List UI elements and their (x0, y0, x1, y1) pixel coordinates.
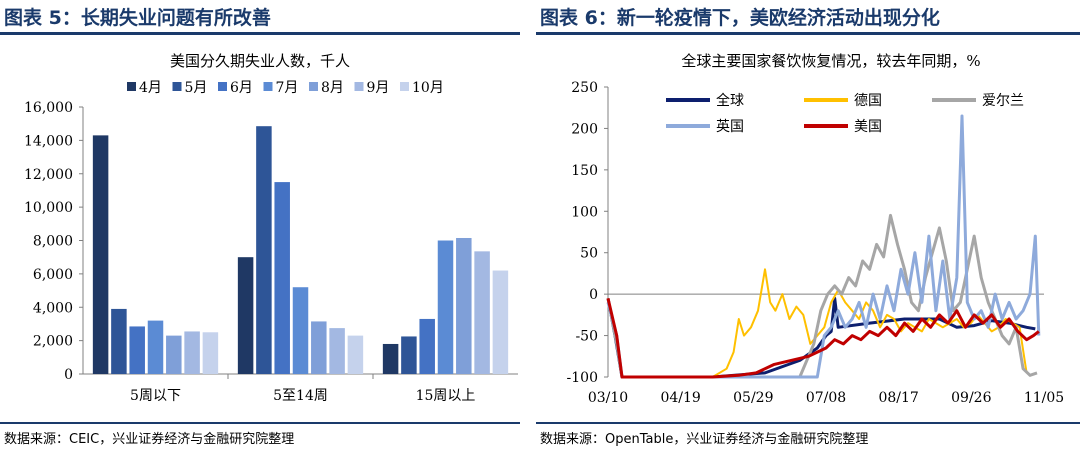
y-tick-label: 10,000 (24, 200, 73, 216)
series-line (607, 268, 1028, 378)
x-tick-label: 07/08 (806, 390, 846, 406)
bar (147, 320, 164, 374)
bar (329, 328, 345, 374)
bar (237, 257, 254, 374)
y-tick-label: 200 (571, 121, 598, 137)
bar (184, 331, 200, 374)
x-tick-label: 03/10 (588, 390, 628, 406)
y-tick-label: 14,000 (24, 133, 73, 149)
x-axis: 03/10 04/19 05/29 07/08 08/17 09/26 11/05 (588, 390, 1064, 406)
y-tick-label: -50 (575, 329, 598, 345)
x-tick-label: 04/19 (660, 390, 700, 406)
chart-title: 美国分久期失业人数，千人 (170, 52, 350, 70)
y-axis: -100 -50 0 50 100 150 200 250 (567, 80, 1044, 386)
footer-divider (0, 422, 520, 424)
legend-label: 德国 (854, 93, 882, 109)
chart-title: 全球主要国家餐饮恢复情况，较去年同期，% (681, 52, 980, 70)
header-divider (536, 32, 1080, 35)
bar (292, 287, 309, 374)
x-tick-label: 15周以上 (416, 388, 476, 404)
bar (92, 135, 109, 374)
bar (347, 335, 364, 374)
legend-label: 6月 (230, 80, 253, 96)
line-chart: 全球主要国家餐饮恢复情况，较去年同期，% -100 -50 0 50 100 150 200… (567, 52, 1065, 406)
bar (111, 308, 127, 374)
y-tick-label: 4,000 (33, 300, 73, 316)
y-tick-label: 150 (571, 163, 598, 179)
legend-label: 4月 (139, 80, 162, 96)
bar (256, 126, 272, 374)
y-tick-label: 0 (64, 367, 73, 383)
x-tick-label: 5周以下 (130, 388, 181, 404)
footer-divider (536, 422, 1080, 424)
bar (456, 237, 472, 374)
legend-swatch (172, 82, 182, 91)
header-divider (0, 32, 520, 35)
legend-swatch (127, 82, 136, 91)
line-series-group (606, 114, 1041, 379)
y-tick-label: -100 (567, 370, 598, 386)
bar (166, 335, 182, 374)
y-tick-label: 250 (571, 80, 598, 96)
bar (382, 343, 399, 374)
y-axis: 0 2,000 4,000 6,000 8,000 10,000 12,000 14,000 1… (24, 100, 518, 383)
bar-chart: 美国分久期失业人数，千人 4月 5月 6月 7月 8月 9月 10月 0 2,000 4,000… (24, 52, 518, 404)
y-tick-label: 0 (589, 287, 598, 303)
legend-label: 8月 (321, 80, 344, 96)
chart-legend: 4月 5月 6月 7月 8月 9月 10月 (127, 80, 444, 96)
panel-right-chart: 图表 6：新一轮疫情下，美欧经济活动出现分化 全球主要国家餐饮恢复情况，较去年同… (536, 0, 1080, 451)
y-tick-label: 16,000 (24, 100, 73, 116)
source-note: 数据来源：OpenTable，兴业证券经济与金融研究院整理 (540, 432, 869, 447)
y-tick-label: 6,000 (33, 267, 73, 283)
x-tick-label: 08/17 (878, 390, 918, 406)
figure-header: 图表 5：长期失业问题有所改善 (0, 0, 520, 30)
y-tick-label: 50 (580, 246, 598, 262)
bar (274, 182, 290, 374)
legend-swatch (354, 82, 364, 91)
series-line (606, 297, 1040, 379)
panel-left-chart: 图表 5：长期失业问题有所改善 美国分久期失业人数，千人 4月 5月 6月 7月 8月 9… (0, 0, 520, 451)
bar (492, 270, 509, 374)
bar (401, 336, 417, 374)
legend-label: 英国 (716, 118, 744, 135)
bar (129, 326, 145, 374)
legend-label: 9月 (367, 80, 390, 96)
x-axis: 5周以下 5至14周 15周以上 (130, 388, 475, 404)
x-tick-label: 09/26 (951, 390, 991, 406)
bar (419, 318, 435, 374)
bar (311, 321, 327, 374)
y-tick-label: 100 (571, 204, 598, 220)
legend-label: 全球 (716, 92, 744, 109)
legend-swatch (400, 82, 409, 91)
figure-header-text: 图表 5：长期失业问题有所改善 (4, 7, 271, 29)
x-tick-label: 05/29 (733, 390, 773, 406)
legend-swatch (309, 82, 318, 91)
legend-label: 爱尔兰 (982, 93, 1024, 109)
x-tick-label: 11/05 (1024, 390, 1064, 406)
bar (474, 251, 490, 374)
figure-header: 图表 6：新一轮疫情下，美欧经济活动出现分化 (536, 0, 1080, 30)
bar (202, 332, 219, 374)
legend-label: 7月 (276, 80, 299, 96)
source-note: 数据来源：CEIC，兴业证券经济与金融研究院整理 (4, 432, 295, 447)
legend-label: 5月 (185, 80, 208, 96)
y-tick-label: 12,000 (24, 167, 73, 183)
legend-swatch (263, 82, 273, 91)
bar (437, 240, 454, 374)
y-tick-label: 2,000 (33, 334, 73, 350)
x-tick-label: 5至14周 (273, 388, 328, 404)
figure-header-text: 图表 6：新一轮疫情下，美欧经济活动出现分化 (540, 7, 940, 29)
legend-label: 10月 (412, 80, 444, 96)
bar-series-group (92, 126, 509, 379)
series-line (606, 114, 1041, 379)
legend-swatch (218, 82, 227, 91)
y-tick-label: 8,000 (33, 234, 73, 250)
legend-label: 美国 (854, 119, 882, 135)
